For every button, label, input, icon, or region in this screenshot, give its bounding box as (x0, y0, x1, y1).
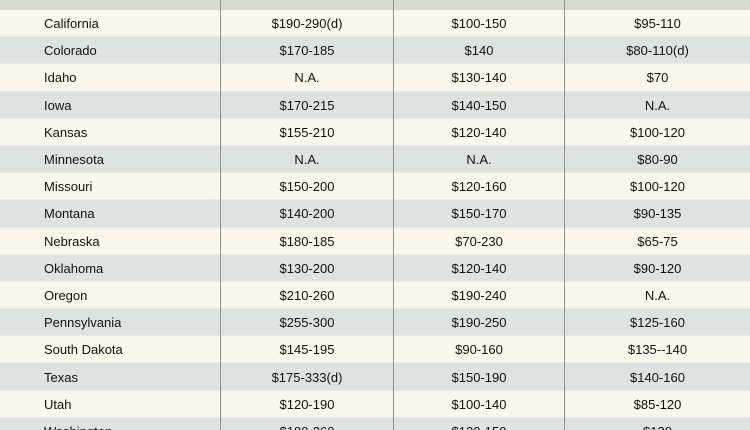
price-cell: $100-140 (451, 396, 507, 412)
state-cell: Texas (44, 369, 78, 385)
table-row: Nebraska $180-185 $70-230 $65-75 (0, 227, 750, 255)
price-cell: $70 (646, 70, 669, 86)
state-cell: Missouri (44, 179, 93, 195)
table-row: California $190-290(d) $100-150 $95-110 (0, 10, 750, 38)
state-cell: Idaho (44, 70, 77, 86)
column-divider (393, 10, 394, 430)
table-row: Idaho N.A. $130-140 $70 (0, 64, 750, 92)
price-cell: $90-120 (633, 260, 682, 276)
price-cell: $120-190 (279, 396, 335, 412)
table-row: Kansas $155-210 $120-140 $100-120 (0, 118, 750, 147)
price-cell: N.A. (644, 97, 671, 113)
table-row: Colorado $170-185 $140 $80-110(d) (0, 37, 750, 65)
table-row: Washington $180-260 $130-150 $120 (0, 417, 750, 430)
price-cell: $80-90 (637, 152, 678, 168)
price-cell: $155-210 (279, 124, 335, 140)
price-cell: $120-140 (451, 124, 507, 140)
table-row: Oregon $210-260 $190-240 N.A. (0, 281, 750, 310)
price-cell: $175-333(d) (271, 369, 343, 385)
table-row: Montana $140-200 $150-170 $90-135 (0, 200, 750, 228)
price-cell: $135--140 (627, 342, 688, 358)
price-cell: $210-260 (279, 287, 335, 303)
price-cell: $190-290(d) (271, 16, 343, 32)
table-row: Minnesota N.A. N.A. $80-90 (0, 145, 750, 174)
price-cell: $140-160 (630, 369, 685, 385)
price-cell: $95-110 (634, 16, 681, 32)
table-row: Texas $175-333(d) $150-190 $140-160 (0, 363, 750, 391)
header-divider (564, 0, 565, 10)
price-cell: $130-140 (451, 70, 507, 86)
state-cell: Montana (44, 206, 95, 222)
table-row: Pennsylvania $255-300 $190-250 $125-160 (0, 309, 750, 337)
price-cell: $90-135 (633, 206, 682, 222)
price-cell: $145-195 (279, 342, 335, 358)
state-cell: Utah (44, 396, 72, 412)
table-row: Iowa $170-215 $140-150 N.A. (0, 91, 750, 119)
price-cell: $130-150 (394, 418, 564, 430)
price-cell: $120 (565, 418, 750, 430)
state-cell: Pennsylvania (44, 315, 122, 331)
state-cell: Kansas (44, 124, 88, 140)
table-row: Utah $120-190 $100-140 $85-120 (0, 390, 750, 419)
price-cell: $125-160 (630, 315, 685, 331)
table-row: Oklahoma $130-200 $120-140 $90-120 (0, 254, 750, 283)
price-cell: $180-185 (279, 233, 335, 249)
price-cell: $150-190 (451, 369, 507, 385)
price-cell: N.A. (294, 70, 320, 86)
price-cell: $190-240 (451, 287, 507, 303)
header-divider (393, 0, 394, 10)
price-cell: $170-215 (279, 97, 335, 113)
state-cell: Oklahoma (44, 260, 104, 276)
price-cell: $140 (464, 43, 494, 59)
price-cell: N.A. (644, 287, 671, 303)
table-row: South Dakota $145-195 $90-160 $135--140 (0, 336, 750, 364)
price-cell: $100-120 (630, 179, 685, 195)
state-cell: Colorado (44, 43, 97, 59)
price-cell: $140-150 (451, 97, 507, 113)
state-cell: California (44, 16, 99, 32)
price-cell: N.A. (294, 152, 320, 168)
price-cell: $150-200 (279, 179, 335, 195)
price-cell: $65-75 (637, 233, 678, 249)
header-divider (220, 0, 221, 10)
price-cell: $85-120 (633, 396, 682, 412)
price-cell: $170-185 (279, 43, 335, 59)
price-cell: $150-170 (451, 206, 507, 222)
price-cell: $120-140 (451, 260, 507, 276)
column-divider (564, 10, 565, 430)
price-cell: $180-260 (221, 418, 393, 430)
price-cell: $70-230 (455, 233, 503, 249)
price-cell: $80-110(d) (626, 43, 689, 59)
state-cell: Washington (44, 418, 219, 430)
table-row: Missouri $150-200 $120-160 $100-120 (0, 173, 750, 201)
price-cell: $90-160 (455, 342, 503, 358)
state-cell: Oregon (44, 287, 88, 303)
state-cell: South Dakota (44, 342, 123, 358)
state-cell: Iowa (44, 97, 72, 113)
price-cell: $190-250 (451, 315, 507, 331)
price-cell: $100-150 (451, 16, 507, 32)
price-cell: $140-200 (279, 206, 335, 222)
price-cell: $255-300 (279, 315, 335, 331)
price-cell: $130-200 (279, 260, 335, 276)
state-cell: Nebraska (44, 233, 100, 249)
column-divider (220, 10, 221, 430)
price-cell: $100-120 (630, 124, 685, 140)
table-body: California $190-290(d) $100-150 $95-110 … (0, 10, 750, 430)
price-cell: N.A. (466, 152, 492, 168)
price-cell: $120-160 (451, 179, 507, 195)
state-cell: Minnesota (44, 152, 104, 168)
